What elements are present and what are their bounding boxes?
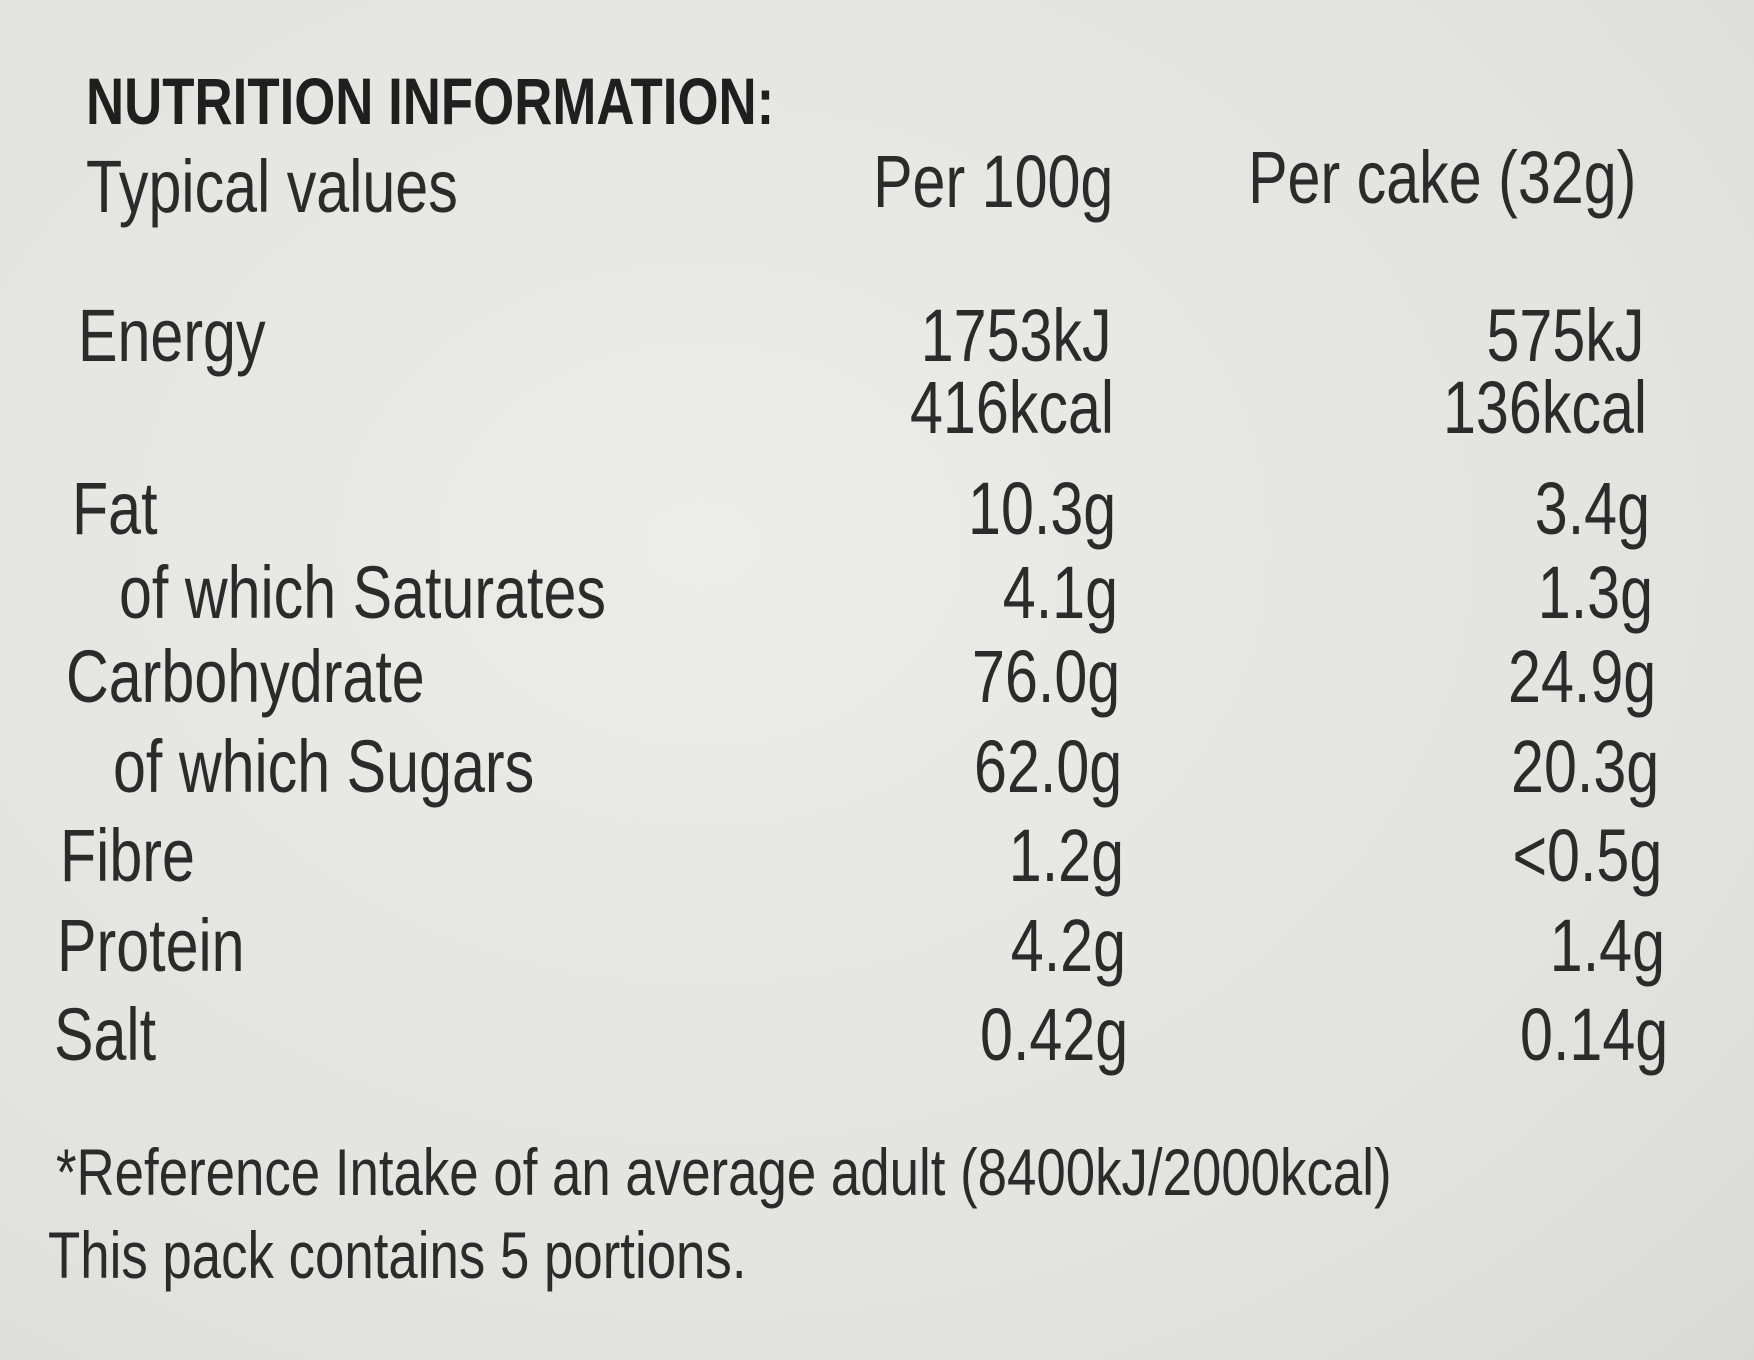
row-label: Protein [57, 904, 245, 987]
row-label: Carbohydrate [66, 635, 425, 718]
value-per-100g: 10.3g [967, 467, 1116, 550]
row-label: Salt [54, 993, 157, 1076]
value-per-cake: 136kcal [1442, 366, 1647, 449]
title: NUTRITION INFORMATION: [86, 64, 775, 138]
value-per-cake: 0.14g [1519, 993, 1668, 1076]
value-per-100g: 62.0g [973, 725, 1122, 808]
column-header: Per cake (32g) [1247, 136, 1636, 219]
row-label: Fat [72, 467, 158, 550]
row-label: of which Sugars [113, 725, 535, 808]
value-per-100g: 4.2g [1010, 904, 1126, 987]
row-label: Fibre [60, 814, 195, 897]
footnote: *Reference Intake of an average adult (8… [56, 1135, 1392, 1209]
value-per-100g: 1.2g [1008, 814, 1124, 897]
value-per-cake: 1.4g [1549, 904, 1665, 987]
value-per-100g: 76.0g [971, 635, 1120, 718]
row-label: Energy [78, 294, 266, 377]
value-per-cake: 3.4g [1534, 467, 1650, 550]
row-label: of which Saturates [119, 551, 607, 634]
value-per-cake: <0.5g [1512, 814, 1662, 897]
value-per-100g: 4.1g [1002, 551, 1118, 634]
value-per-100g: 1753kJ [921, 294, 1112, 377]
column-header: Typical values [86, 145, 458, 228]
footnote: This pack contains 5 portions. [48, 1218, 747, 1292]
value-per-cake: 1.3g [1537, 551, 1653, 634]
value-per-100g: 0.42g [979, 993, 1128, 1076]
value-per-100g: 416kcal [909, 366, 1114, 449]
value-per-cake: 20.3g [1510, 725, 1659, 808]
column-header: Per 100g [872, 140, 1113, 223]
value-per-cake: 24.9g [1507, 635, 1656, 718]
value-per-cake: 575kJ [1486, 294, 1644, 377]
